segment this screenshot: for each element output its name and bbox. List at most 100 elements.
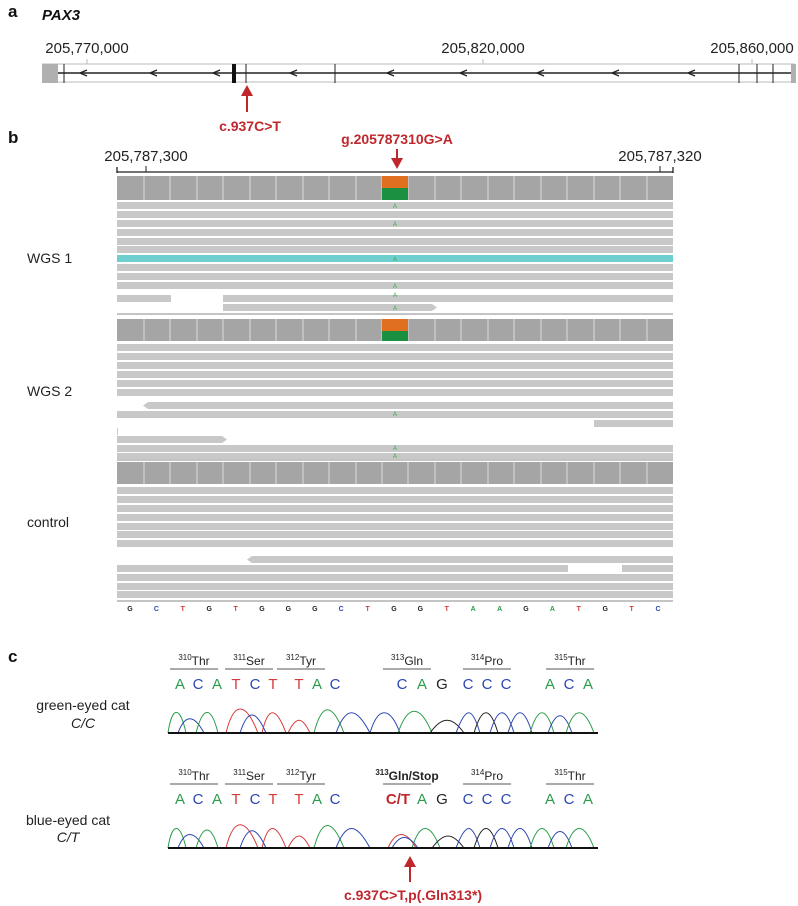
codon-row-blue: 310Thr 311Ser 312Tyr 313Gln/Stop 314Pro 315Th… — [170, 768, 594, 785]
sequence-base: T — [294, 676, 303, 693]
sequence-base: T — [231, 676, 240, 693]
reference-base: T — [577, 606, 582, 613]
variant-arrow-b — [391, 149, 403, 169]
reference-base: G — [602, 606, 608, 613]
alt-base: A — [393, 446, 397, 452]
codon-label: 310Thr — [178, 653, 209, 668]
sequence-base: C — [193, 791, 204, 808]
reads-control — [117, 487, 673, 598]
codon-label: 315Thr — [554, 653, 585, 668]
sequence-base: C — [250, 676, 261, 693]
cat-label-blue: blue-eyed cat — [26, 812, 110, 828]
alt-base: A — [393, 204, 397, 210]
protein-change-label: c.937C>T,p(.Gln313*) — [344, 887, 482, 903]
track-control — [117, 462, 673, 598]
reference-base: G — [523, 606, 529, 613]
coverage-wgs2 — [117, 319, 673, 341]
sequence-base: A — [545, 676, 555, 693]
codon-row-green: 310Thr 311Ser 312Tyr 313Gln 314Pro 315Thr — [170, 653, 594, 670]
coord-b-1: 205,787,300 — [104, 148, 187, 165]
coord-a-3: 205,860,000 — [710, 40, 793, 57]
reference-base: G — [206, 606, 212, 613]
base-row-blue: A C A T C T T A C C/T A G C C C A C A — [175, 791, 593, 808]
reference-base: A — [497, 606, 502, 613]
sequence-base: A — [312, 676, 322, 693]
sequence-base: C — [250, 791, 261, 808]
reference-base: G — [391, 606, 397, 613]
reads-wgs2 — [117, 344, 673, 459]
alt-base: A — [393, 412, 397, 418]
codon-label: 311Ser — [233, 768, 264, 783]
reference-base: T — [233, 606, 238, 613]
sequence-base: G — [436, 676, 448, 693]
sequence-base: T — [294, 791, 303, 808]
reference-base: A — [550, 606, 555, 613]
igv-ruler — [116, 166, 674, 173]
coord-a-1: 205,770,000 — [45, 40, 128, 57]
codon-label: 312Tyr — [286, 768, 316, 783]
alt-base: A — [393, 284, 397, 290]
sequence-base: C — [564, 791, 575, 808]
sequence-base: T — [231, 791, 240, 808]
sequence-base: A — [583, 676, 593, 693]
reference-base: G — [312, 606, 318, 613]
sample-label-control: control — [27, 514, 69, 530]
mutant-base: C/T — [386, 791, 410, 808]
cat-label-green: green-eyed cat — [36, 697, 130, 713]
sequence-base: G — [436, 791, 448, 808]
codon-label: 312Tyr — [286, 653, 316, 668]
reference-base: T — [629, 606, 634, 613]
sequence-base: A — [417, 676, 427, 693]
sample-label-wgs1: WGS 1 — [27, 250, 72, 266]
sample-label-wgs2: WGS 2 — [27, 383, 72, 399]
coverage-control — [117, 462, 673, 484]
reference-base: T — [445, 606, 450, 613]
sequence-base: C — [330, 791, 341, 808]
sequence-base: A — [312, 791, 322, 808]
reference-base: T — [181, 606, 186, 613]
codon-label: 313Gln/Stop — [375, 768, 438, 783]
sequence-base: C — [482, 791, 493, 808]
track-wgs1: A A A A A A — [117, 176, 673, 312]
sequence-base: A — [175, 791, 185, 808]
coverage-wgs1 — [117, 176, 673, 200]
alt-base: A — [393, 257, 397, 263]
sequence-base: A — [417, 791, 427, 808]
cat-genotype-green: C/C — [71, 715, 96, 731]
sequence-base: T — [268, 791, 277, 808]
reference-base: C — [655, 606, 660, 613]
coord-b-2: 205,787,320 — [618, 148, 701, 165]
reference-base: G — [418, 606, 424, 613]
sequence-base: C — [330, 676, 341, 693]
sequence-base: C — [193, 676, 204, 693]
alt-base: A — [393, 306, 397, 312]
variant-arrow-c — [404, 856, 416, 882]
sequence-base: T — [268, 676, 277, 693]
chromatogram-green — [167, 708, 595, 734]
alt-base: A — [393, 293, 397, 299]
reference-base: G — [286, 606, 292, 613]
alt-base: A — [393, 454, 397, 460]
sequence-base: C — [501, 791, 512, 808]
reference-base: C — [154, 606, 159, 613]
codon-label: 313Gln — [391, 653, 423, 668]
sequence-base: C — [463, 791, 474, 808]
sequence-base: A — [212, 676, 222, 693]
cat-genotype-blue: C/T — [57, 829, 81, 845]
panel-c-letter: c — [8, 647, 17, 666]
sequence-base: A — [583, 791, 593, 808]
reference-base: G — [259, 606, 265, 613]
sequence-base: A — [175, 676, 185, 693]
chromatogram-blue — [167, 824, 595, 849]
variant-arrow-a — [241, 85, 253, 112]
sequence-base: C — [501, 676, 512, 693]
sequence-base: C — [482, 676, 493, 693]
codon-label: 311Ser — [233, 653, 264, 668]
panel-b-letter: b — [8, 128, 18, 147]
variant-cdna-label: c.937C>T — [219, 118, 281, 134]
reads-wgs1 — [117, 202, 673, 311]
sequence-base: C — [564, 676, 575, 693]
